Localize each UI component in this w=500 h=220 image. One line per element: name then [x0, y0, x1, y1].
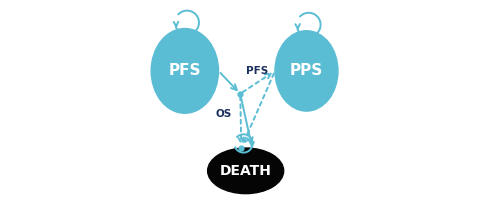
Text: PPS: PPS [290, 63, 323, 78]
Text: PFS: PFS [246, 66, 268, 76]
Text: OS: OS [216, 109, 232, 119]
Ellipse shape [275, 31, 338, 111]
Text: DEATH: DEATH [220, 164, 272, 178]
Text: PFS: PFS [168, 63, 201, 78]
Ellipse shape [208, 148, 284, 194]
Ellipse shape [151, 29, 218, 113]
